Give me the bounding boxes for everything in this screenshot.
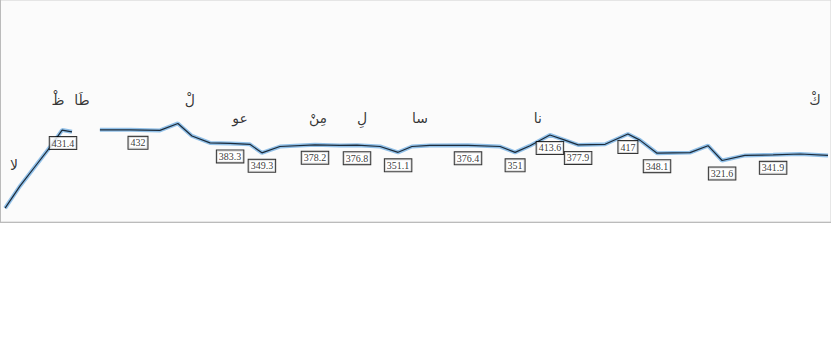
svg-text:لْ: لْ — [185, 92, 195, 108]
svg-text:طَا: طَا — [74, 92, 89, 108]
svg-text:348.1: 348.1 — [646, 161, 669, 172]
svg-text:نا: نا — [534, 110, 542, 126]
svg-text:351.1: 351.1 — [387, 160, 410, 171]
svg-text:321.6: 321.6 — [711, 168, 734, 179]
svg-text:لِ: لِ — [357, 110, 367, 128]
svg-text:432: 432 — [131, 137, 146, 148]
svg-text:376.8: 376.8 — [346, 153, 369, 164]
svg-text:349.3: 349.3 — [251, 160, 274, 171]
svg-text:351: 351 — [508, 160, 523, 171]
svg-text:عو: عو — [231, 110, 248, 127]
svg-text:417: 417 — [620, 142, 635, 153]
svg-text:لا: لا — [10, 157, 18, 173]
svg-text:مِنْ: مِنْ — [309, 110, 327, 127]
svg-text:ظْ: ظْ — [51, 90, 64, 108]
svg-text:378.2: 378.2 — [304, 152, 327, 163]
svg-text:413.6: 413.6 — [539, 142, 562, 153]
svg-text:377.9: 377.9 — [567, 152, 590, 163]
svg-text:431.4: 431.4 — [52, 138, 75, 149]
svg-text:376.4: 376.4 — [457, 153, 480, 164]
svg-text:383.3: 383.3 — [219, 151, 242, 162]
svg-text:341.9: 341.9 — [762, 162, 785, 173]
svg-text:كْ: كْ — [809, 91, 821, 108]
svg-text:سا: سا — [412, 110, 428, 126]
